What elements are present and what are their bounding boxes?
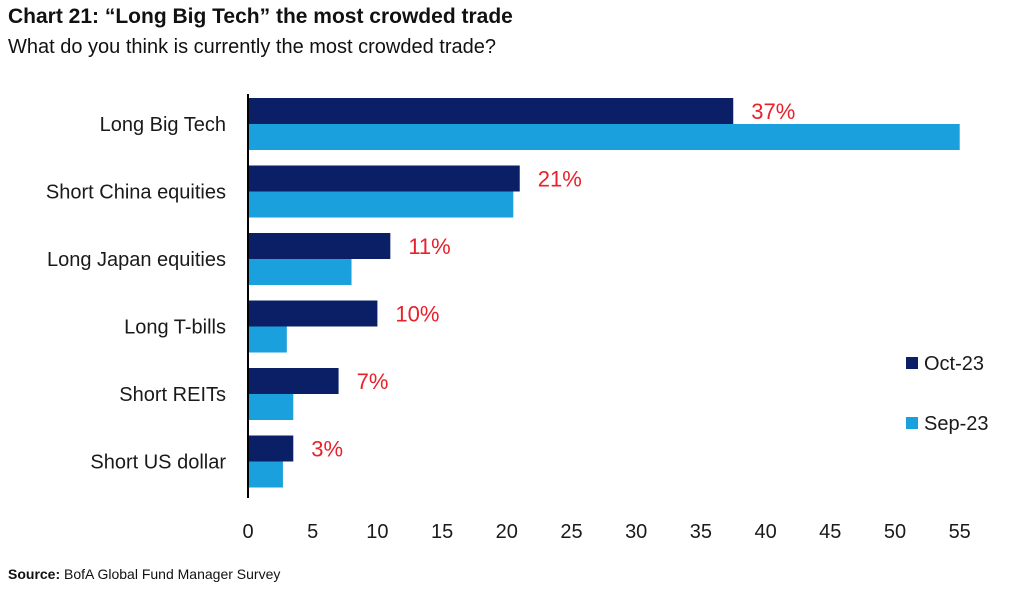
bar-oct	[248, 165, 520, 192]
data-label: 21%	[538, 167, 582, 192]
legend-swatch-sep	[906, 417, 918, 429]
source-label: Source:	[8, 566, 61, 582]
legend-swatch-oct	[906, 357, 918, 369]
source-text: BofA Global Fund Manager Survey	[64, 566, 281, 582]
bar-oct	[248, 435, 294, 462]
x-tick-label: 15	[431, 521, 453, 543]
x-tick-label: 0	[242, 521, 253, 543]
bar-sep	[248, 124, 960, 150]
category-label: Long Japan equities	[47, 249, 226, 271]
bar-sep	[248, 394, 294, 420]
category-label: Long T-bills	[124, 317, 226, 339]
x-tick-label: 20	[496, 521, 518, 543]
x-tick-label: 40	[754, 521, 776, 543]
bar-oct	[248, 98, 734, 124]
bar-oct	[248, 368, 339, 394]
x-tick-label: 35	[690, 521, 712, 543]
legend-label: Sep-23	[924, 413, 989, 435]
bar-sep	[248, 326, 287, 353]
category-label: Short US dollar	[90, 452, 226, 474]
data-label: 7%	[357, 369, 389, 394]
bar-oct	[248, 233, 391, 259]
chart-title: Chart 21: “Long Big Tech” the most crowd…	[8, 5, 513, 28]
bar-sep	[248, 191, 514, 218]
x-tick-label: 5	[307, 521, 318, 543]
x-tick-label: 50	[884, 521, 906, 543]
data-label: 10%	[395, 302, 439, 327]
x-tick-label: 55	[949, 521, 971, 543]
x-tick-label: 45	[819, 521, 841, 543]
legend-label: Oct-23	[924, 353, 984, 375]
chart-subtitle: What do you think is currently the most …	[8, 36, 497, 58]
data-label: 11%	[408, 234, 450, 259]
bar-oct	[248, 300, 378, 327]
source-note: Source: BofA Global Fund Manager Survey	[8, 566, 280, 582]
data-label: 3%	[311, 437, 343, 462]
category-label: Short REITs	[119, 384, 226, 406]
category-label: Short China equities	[46, 182, 226, 204]
bar-sep	[248, 461, 283, 488]
x-tick-label: 10	[366, 521, 388, 543]
x-tick-label: 30	[625, 521, 647, 543]
bar-sep	[248, 259, 352, 285]
x-tick-label: 25	[560, 521, 582, 543]
data-label: 37%	[751, 99, 795, 124]
category-label: Long Big Tech	[100, 114, 226, 136]
